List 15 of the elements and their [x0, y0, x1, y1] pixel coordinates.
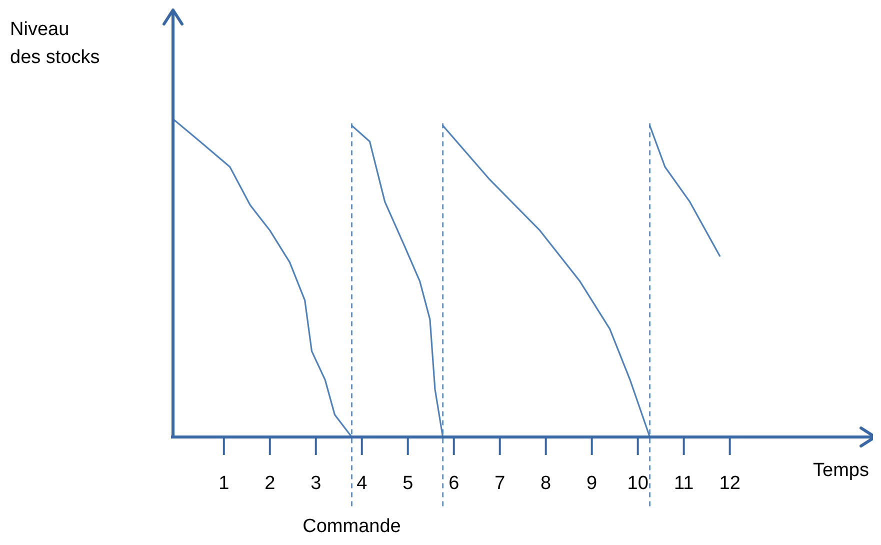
x-tick-label: 10 [627, 473, 648, 494]
x-tick-label: 9 [586, 473, 598, 494]
y-axis-title: Niveau des stocks [10, 19, 100, 68]
x-tick-label: 3 [310, 473, 322, 494]
x-tick-label: 2 [264, 473, 276, 494]
x-tick-label: 4 [356, 473, 368, 494]
x-tick-label: 8 [540, 473, 552, 494]
x-tick-label: 11 [674, 473, 694, 494]
x-tick-label: 1 [218, 473, 230, 494]
x-tick-label: 12 [719, 473, 740, 494]
x-tick-label: 6 [448, 473, 460, 494]
x-tick-label: 5 [402, 473, 414, 494]
x-tick-label: 7 [494, 473, 506, 494]
x-axis-title: Temps [813, 460, 869, 481]
text: Commande [302, 516, 401, 537]
